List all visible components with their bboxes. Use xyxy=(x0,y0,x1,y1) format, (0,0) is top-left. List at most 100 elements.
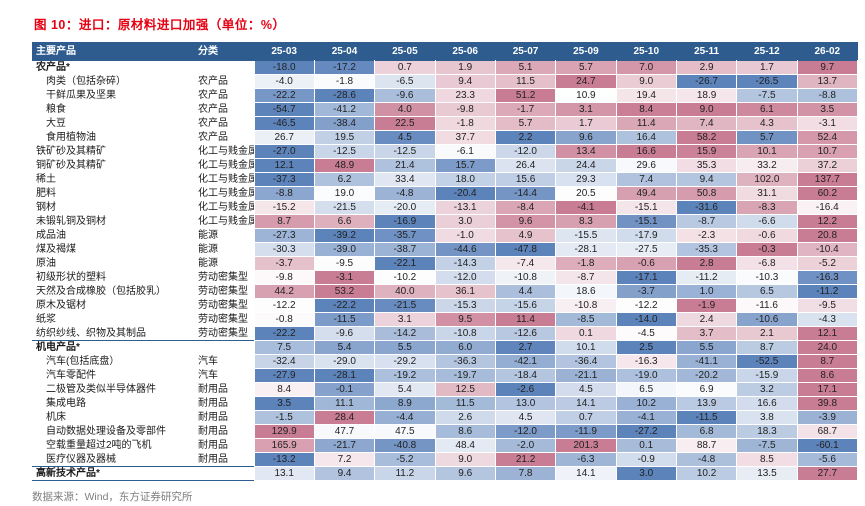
value-cell: -27.0 xyxy=(253,144,315,159)
value-cell: -22.2 xyxy=(253,326,315,341)
value-cell: -12.2 xyxy=(615,298,677,313)
value-cell: 27.7 xyxy=(796,466,859,481)
value-cell: 13.1 xyxy=(253,466,315,481)
value-cell: -15.9 xyxy=(736,368,798,383)
value-cell: -3.1 xyxy=(796,116,859,131)
value-cell: 29.3 xyxy=(555,172,617,187)
value-cell: 165.9 xyxy=(253,438,315,453)
value-cell: -22.2 xyxy=(313,298,376,313)
table-row: 集成电路 耐用品 3.5 11.1 8.9 11.5 13.0 14.1 10.2 13.9 16.… xyxy=(32,396,859,411)
value-cell: 11.2 xyxy=(374,466,436,481)
value-cell: 37.2 xyxy=(796,158,859,173)
value-cell: 1.9 xyxy=(434,60,496,75)
value-cell: 49.4 xyxy=(615,186,677,201)
value-cell: -15.2 xyxy=(253,200,315,215)
value-cell: -41.2 xyxy=(313,102,376,117)
value-cell: 37.7 xyxy=(434,130,496,145)
value-cell: 58.2 xyxy=(675,130,738,145)
product-category: 能源 xyxy=(198,230,218,241)
product-category: 耐用品 xyxy=(198,412,228,423)
value-cell: 6.2 xyxy=(313,172,376,187)
value-cell: 4.5 xyxy=(555,382,617,397)
value-cell: 2.4 xyxy=(675,312,738,327)
value-cell: 2.6 xyxy=(434,410,496,425)
value-cell: -38.4 xyxy=(313,116,376,131)
header-month-25-12: 25-12 xyxy=(736,42,798,61)
product-name: 铜矿砂及其精矿 xyxy=(36,160,106,171)
product-category: 耐用品 xyxy=(198,384,228,395)
value-cell: 10.2 xyxy=(615,396,677,411)
data-source: 数据来源：Wind，东方证券研究所 xyxy=(32,491,193,503)
value-cell: -8.4 xyxy=(494,200,557,215)
product-category: 劳动密集型 xyxy=(198,272,248,283)
value-cell: -16.3 xyxy=(615,354,677,369)
product-name: 食用植物油 xyxy=(46,132,96,143)
value-cell: 5.5 xyxy=(374,340,436,355)
value-cell: 10.7 xyxy=(796,144,859,159)
value-cell: 19.5 xyxy=(313,130,376,145)
value-cell: 7.0 xyxy=(615,60,677,75)
value-cell: -11.5 xyxy=(313,312,376,327)
value-cell: 3.5 xyxy=(253,396,315,411)
value-cell: -32.4 xyxy=(253,354,315,369)
value-cell: -47.8 xyxy=(494,242,557,257)
product-category: 化工与贱金属 xyxy=(198,188,254,199)
value-cell: -18.0 xyxy=(253,60,315,75)
value-cell: 13.0 xyxy=(494,396,557,411)
value-cell: 21.4 xyxy=(374,158,436,173)
value-cell: 44.2 xyxy=(253,284,315,299)
value-cell: 5.4 xyxy=(313,340,376,355)
product-category: 农产品 xyxy=(198,132,228,143)
value-cell: -22.1 xyxy=(374,256,436,271)
import-heatmap-table: 主要产品 分类 25-03 25-04 25-05 25-06 25-07 25-09 25-1… xyxy=(32,42,859,481)
value-cell: 9.7 xyxy=(796,60,859,75)
value-cell: -0.3 xyxy=(736,242,798,257)
value-cell: -6.3 xyxy=(555,452,617,467)
value-cell: -11.6 xyxy=(736,298,798,313)
value-cell: 13.9 xyxy=(675,396,738,411)
value-cell: -17.9 xyxy=(615,228,677,243)
value-cell: 9.6 xyxy=(555,130,617,145)
table-row: 原油 能源 -3.7 -9.5 -22.1 -14.3 -7.4 -1.8 -0.6 2.8 -6.… xyxy=(32,256,859,271)
value-cell: 1.7 xyxy=(736,60,798,75)
value-cell: 53.2 xyxy=(313,284,376,299)
value-cell: -4.4 xyxy=(374,410,436,425)
value-cell: 11.4 xyxy=(615,116,677,131)
value-cell: 29.6 xyxy=(615,158,677,173)
value-cell: 10.2 xyxy=(675,466,738,481)
value-cell: -4.1 xyxy=(555,200,617,215)
value-cell: 6.9 xyxy=(675,382,738,397)
product-name: 汽车(包括底盘） xyxy=(46,356,120,367)
value-cell: 5.5 xyxy=(675,340,738,355)
product-category: 农产品 xyxy=(198,76,228,87)
value-cell: 48.9 xyxy=(313,158,376,173)
value-cell: -27.2 xyxy=(615,424,677,439)
value-cell: 15.9 xyxy=(675,144,738,159)
value-cell: -8.7 xyxy=(675,214,738,229)
table-row: 成品油 能源 -27.3 -39.2 -35.7 -1.0 4.9 -15.5 -17.9 -2.… xyxy=(32,228,859,243)
value-cell: 8.7 xyxy=(796,354,859,369)
product-name: 纺织纱线、织物及其制品 xyxy=(36,327,146,339)
table-row: 二极管及类似半导体器件 耐用品 8.4 -0.1 5.4 12.5 -2.6 4.5 6.5 6.… xyxy=(32,382,859,397)
value-cell: -4.3 xyxy=(796,312,859,327)
value-cell: -12.0 xyxy=(494,424,557,439)
value-cell: -15.1 xyxy=(615,214,677,229)
value-cell: 15.7 xyxy=(434,158,496,173)
value-cell: 12.5 xyxy=(434,382,496,397)
value-cell: -22.2 xyxy=(253,88,315,103)
product-category xyxy=(196,340,254,355)
value-cell: -27.3 xyxy=(253,228,315,243)
product-name: 肉类（包括杂碎） xyxy=(46,76,126,87)
header-month-25-07: 25-07 xyxy=(495,42,556,61)
value-cell: 2.2 xyxy=(494,130,557,145)
value-cell: 51.2 xyxy=(494,88,557,103)
product-category: 化工与贱金属 xyxy=(198,160,254,171)
value-cell: 12.1 xyxy=(253,158,315,173)
value-cell: -16.3 xyxy=(796,270,859,285)
value-cell: 9.6 xyxy=(494,214,557,229)
table-row: 未锻轧铜及铜材 化工与贱金属 8.7 6.6 -16.9 3.0 9.6 8.3 -15.1 -8… xyxy=(32,214,859,229)
value-cell: -28.1 xyxy=(313,368,376,383)
value-cell: 129.9 xyxy=(253,424,315,439)
value-cell: 3.7 xyxy=(675,326,738,341)
value-cell: 13.5 xyxy=(736,466,798,481)
